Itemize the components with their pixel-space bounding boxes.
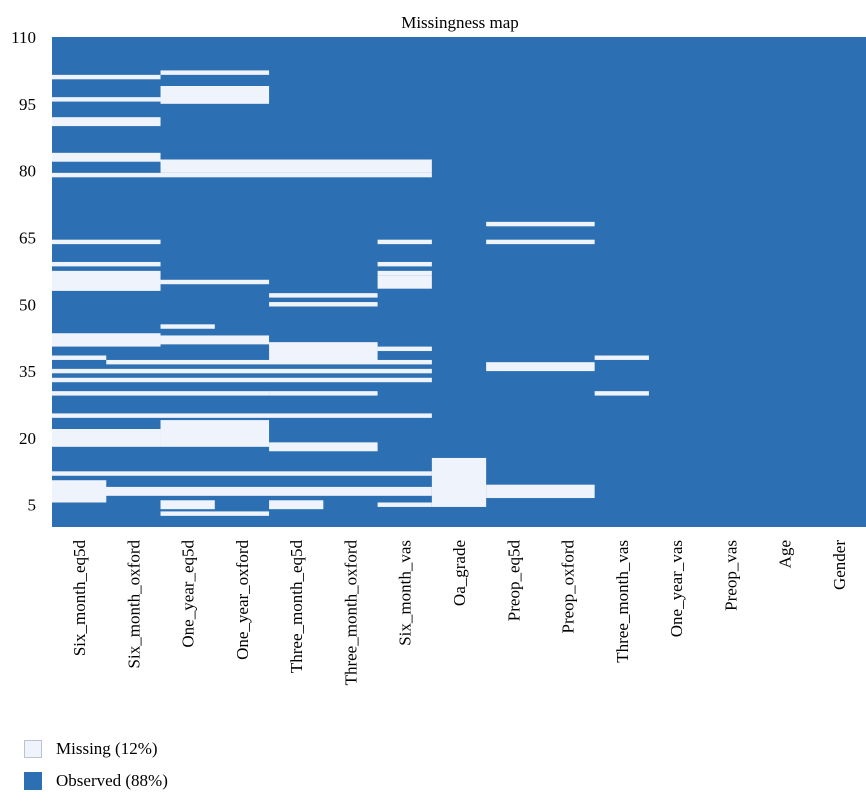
missing-cell xyxy=(160,500,215,510)
missing-cell xyxy=(269,500,324,510)
missing-cell xyxy=(160,70,270,75)
y-tick-label: 20 xyxy=(19,429,36,448)
missing-cell xyxy=(269,391,378,396)
x-tick-label: Preop_eq5d xyxy=(504,540,523,622)
y-tick-label: 65 xyxy=(19,228,36,247)
missing-cell xyxy=(52,270,161,276)
x-axis: Six_month_eq5d Six_month_oxford One_year_e… xyxy=(70,540,849,686)
legend: Missing (12%) Observed (88%) xyxy=(24,739,168,803)
missing-cell xyxy=(486,239,595,245)
missing-cell xyxy=(52,471,432,476)
missing-cell xyxy=(486,362,595,372)
missing-cell xyxy=(52,391,270,396)
missing-cell xyxy=(431,457,487,507)
missing-cell xyxy=(52,152,161,162)
missing-cell xyxy=(269,344,378,363)
missing-cell xyxy=(377,261,432,267)
plot-area xyxy=(52,37,866,527)
missing-cell xyxy=(52,74,161,80)
missing-cell xyxy=(52,429,161,447)
x-tick-label: Six_month_eq5d xyxy=(70,540,89,657)
missing-cell xyxy=(52,377,432,383)
missing-cell xyxy=(160,86,270,104)
x-tick-label: One_year_oxford xyxy=(233,540,252,660)
chart-title: Missingness map xyxy=(401,13,519,32)
missing-cell xyxy=(269,293,378,298)
legend-item-observed: Observed (88%) xyxy=(24,771,168,791)
missing-cell xyxy=(52,368,432,374)
y-axis: 5 20 35 50 65 80 95 110 xyxy=(11,28,36,515)
y-tick-label: 50 xyxy=(19,295,36,314)
missing-cell xyxy=(52,172,432,178)
x-tick-label: Age xyxy=(776,540,795,568)
legend-swatch-missing xyxy=(24,740,42,758)
legend-swatch-observed xyxy=(24,772,42,790)
x-tick-label: Oa_grade xyxy=(450,540,469,606)
missing-cell xyxy=(160,420,270,447)
y-tick-label: 110 xyxy=(11,28,36,47)
x-tick-label: One_year_vas xyxy=(667,540,686,637)
missing-cell xyxy=(160,335,270,345)
missing-cell xyxy=(377,239,432,245)
x-tick-label: Six_month_vas xyxy=(396,540,415,646)
missing-cell xyxy=(52,333,161,347)
y-tick-label: 95 xyxy=(19,95,36,114)
y-tick-label: 35 xyxy=(19,362,36,381)
y-tick-label: 5 xyxy=(28,496,37,515)
x-tick-label: Three_month_oxford xyxy=(341,540,360,686)
missing-cell xyxy=(160,279,270,285)
x-tick-label: Three_month_vas xyxy=(613,540,632,663)
missing-cell xyxy=(377,275,432,289)
y-tick-label: 80 xyxy=(19,162,36,181)
legend-label-missing: Missing (12%) xyxy=(56,739,158,758)
missing-cell xyxy=(377,346,432,352)
missing-cell xyxy=(160,511,270,516)
missing-cell xyxy=(52,239,161,245)
missing-cell xyxy=(377,502,432,507)
x-tick-label: One_year_eq5d xyxy=(179,540,198,648)
legend-item-missing: Missing (12%) xyxy=(24,739,168,759)
missing-cell xyxy=(160,324,215,329)
missing-cell xyxy=(486,484,595,499)
missing-cell xyxy=(52,355,107,360)
missing-cell xyxy=(52,117,161,127)
missing-cell xyxy=(52,413,432,418)
missing-cell xyxy=(269,442,378,452)
x-tick-label: Six_month_oxford xyxy=(124,540,143,669)
x-tick-label: Preop_oxford xyxy=(559,540,578,634)
missing-cell xyxy=(52,486,432,496)
x-tick-label: Three_month_eq5d xyxy=(287,540,306,674)
missing-cell xyxy=(160,159,432,173)
missing-cell xyxy=(269,302,378,307)
missing-cell xyxy=(486,221,595,227)
missing-cell xyxy=(52,261,161,267)
missing-cell xyxy=(52,273,161,291)
missingness-heatmap: Missingness map 5 20 35 50 65 80 95 110 Six_mon… xyxy=(11,13,866,686)
x-tick-label: Gender xyxy=(830,540,849,590)
missing-cell xyxy=(377,270,432,276)
legend-label-observed: Observed (88%) xyxy=(56,771,168,790)
x-tick-label: Preop_vas xyxy=(721,540,740,611)
missing-cell xyxy=(594,391,649,396)
missing-cell xyxy=(52,97,161,102)
missing-cell xyxy=(594,355,649,360)
